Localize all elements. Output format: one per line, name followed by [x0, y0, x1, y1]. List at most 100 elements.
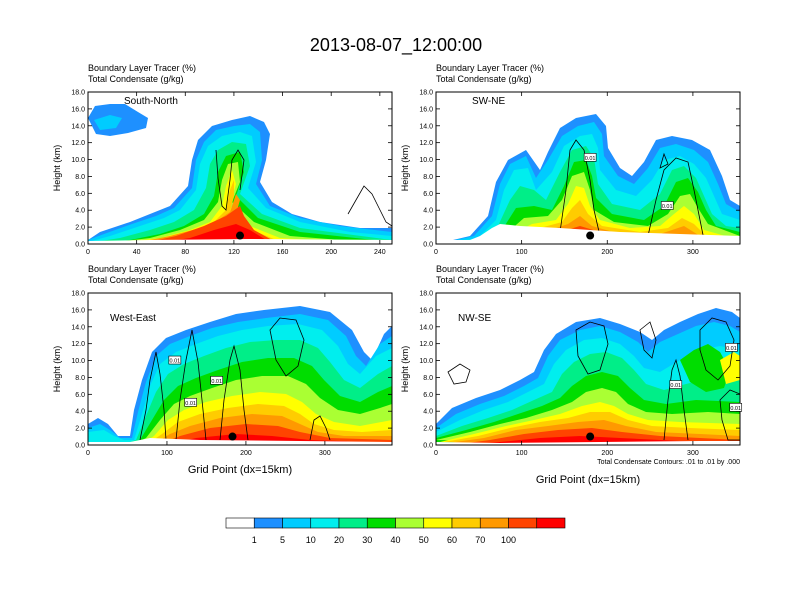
- y-tick-label: 2.0: [75, 225, 85, 232]
- x-tick-label: 200: [325, 249, 337, 256]
- x-tick-label: 0: [434, 450, 438, 457]
- panel-field-label-1: Boundary Layer Tracer (%): [88, 264, 196, 274]
- y-axis-label: Height (km): [400, 145, 410, 192]
- colorbar-label: 20: [334, 535, 344, 545]
- colorbar-swatch: [338, 517, 368, 529]
- contour-label: 0.01: [585, 156, 596, 162]
- panel-field-label-2: Total Condensate (g/kg): [436, 275, 532, 285]
- colorbar-swatch: [479, 517, 509, 529]
- contour-label: 0.01: [726, 346, 737, 352]
- x-tick-label: 200: [601, 450, 613, 457]
- y-tick-label: 18.0: [419, 291, 433, 298]
- x-tick-label: 100: [161, 450, 173, 457]
- panel-field-label-1: Boundary Layer Tracer (%): [436, 264, 544, 274]
- y-tick-label: 14.0: [71, 123, 85, 130]
- y-axis-label: Height (km): [52, 145, 62, 192]
- y-tick-label: 0.0: [423, 242, 433, 249]
- y-axis-label: Height (km): [52, 346, 62, 393]
- x-axis-label: Grid Point (dx=15km): [536, 474, 640, 486]
- y-tick-label: 10.0: [71, 358, 85, 365]
- colorbar-label: 5: [280, 535, 285, 545]
- x-tick-label: 0: [86, 249, 90, 256]
- colorbar: 1 5 10 20 30 40 50 60 70 100: [225, 517, 566, 545]
- location-marker: [586, 231, 595, 240]
- contour-label-box: [669, 380, 683, 389]
- panel-field-label-1: Boundary Layer Tracer (%): [88, 63, 196, 73]
- location-marker: [236, 231, 244, 240]
- y-tick-label: 16.0: [71, 307, 85, 314]
- y-tick-label: 8.0: [423, 174, 433, 181]
- y-tick-label: 10.0: [419, 358, 433, 365]
- contour-label-box: [583, 153, 597, 162]
- y-tick-label: 16.0: [419, 106, 433, 113]
- y-tick-label: 18.0: [71, 90, 85, 97]
- x-tick-label: 120: [228, 249, 240, 256]
- y-tick-label: 8.0: [423, 375, 433, 382]
- contour-label-box: [660, 201, 674, 210]
- colorbar-swatch: [253, 517, 283, 529]
- y-tick-label: 6.0: [423, 392, 433, 399]
- y-tick-label: 12.0: [71, 140, 85, 147]
- contour-label: 0.01: [730, 406, 741, 412]
- contour-label: 0.01: [662, 204, 673, 210]
- panel-sw-ne: Boundary Layer Tracer (%) Total Condensa…: [400, 63, 741, 256]
- contour-label-box: [725, 343, 738, 352]
- contour-label-box: [168, 355, 182, 365]
- colorbar-label: 70: [475, 535, 485, 545]
- y-tick-label: 10.0: [71, 157, 85, 164]
- plot-frame: [435, 292, 741, 446]
- contour-label: 0.01: [169, 359, 180, 365]
- x-tick-label: 240: [374, 249, 386, 256]
- colorbar-label: 60: [447, 535, 457, 545]
- x-tick-label: 200: [601, 249, 613, 256]
- plot-frame: [87, 91, 393, 245]
- colorbar-label: 1: [252, 535, 257, 545]
- location-marker: [228, 432, 237, 441]
- panel-nw-se: Boundary Layer Tracer (%) Total Condensa…: [400, 264, 743, 486]
- x-tick-label: 300: [687, 249, 699, 256]
- colorbar-label: 50: [419, 535, 429, 545]
- colorbar-label: 100: [501, 535, 516, 545]
- plot-frame: [87, 292, 393, 446]
- colorbar-label: 10: [306, 535, 316, 545]
- panel-west-east: Boundary Layer Tracer (%) Total Condensa…: [52, 264, 393, 476]
- x-axis-label: Grid Point (dx=15km): [188, 464, 292, 476]
- y-tick-label: 2.0: [423, 426, 433, 433]
- y-tick-label: 12.0: [71, 341, 85, 348]
- contour-footnote: Total Condensate Contours: .01 to .01 by…: [597, 459, 740, 466]
- x-tick-label: 300: [319, 450, 331, 457]
- y-tick-label: 6.0: [75, 191, 85, 198]
- panel-name: SW-NE: [472, 96, 505, 107]
- colorbar-swatch: [395, 517, 425, 529]
- y-tick-label: 4.0: [75, 208, 85, 215]
- x-tick-label: 80: [181, 249, 189, 256]
- plot-frame: [435, 91, 741, 245]
- panel-field-label-2: Total Condensate (g/kg): [436, 74, 532, 84]
- contour-label-box: [184, 397, 197, 407]
- x-tick-label: 0: [86, 450, 90, 457]
- y-tick-label: 2.0: [423, 225, 433, 232]
- panel-name: West-East: [110, 313, 156, 324]
- y-tick-label: 12.0: [419, 341, 433, 348]
- colorbar-swatch: [310, 517, 340, 529]
- y-tick-label: 14.0: [419, 324, 433, 331]
- y-tick-label: 18.0: [419, 90, 433, 97]
- x-tick-label: 300: [687, 450, 699, 457]
- contour-label: 0.01: [211, 379, 222, 385]
- y-tick-label: 8.0: [75, 375, 85, 382]
- colorbar-swatch: [225, 517, 255, 529]
- y-tick-label: 6.0: [423, 191, 433, 198]
- colorbar-swatch: [282, 517, 312, 529]
- colorbar-swatch: [508, 517, 538, 529]
- panel-name: NW-SE: [458, 313, 491, 324]
- field-layer: [88, 104, 392, 244]
- y-tick-label: 4.0: [75, 409, 85, 416]
- panel-name: South-North: [124, 96, 178, 107]
- colorbar-swatch: [366, 517, 396, 529]
- contour-label: 0.01: [185, 401, 196, 407]
- y-tick-label: 0.0: [75, 443, 85, 450]
- y-tick-label: 14.0: [71, 324, 85, 331]
- figure-title: 2013-08-07_12:00:00: [310, 35, 482, 56]
- contour-label-box: [729, 403, 743, 412]
